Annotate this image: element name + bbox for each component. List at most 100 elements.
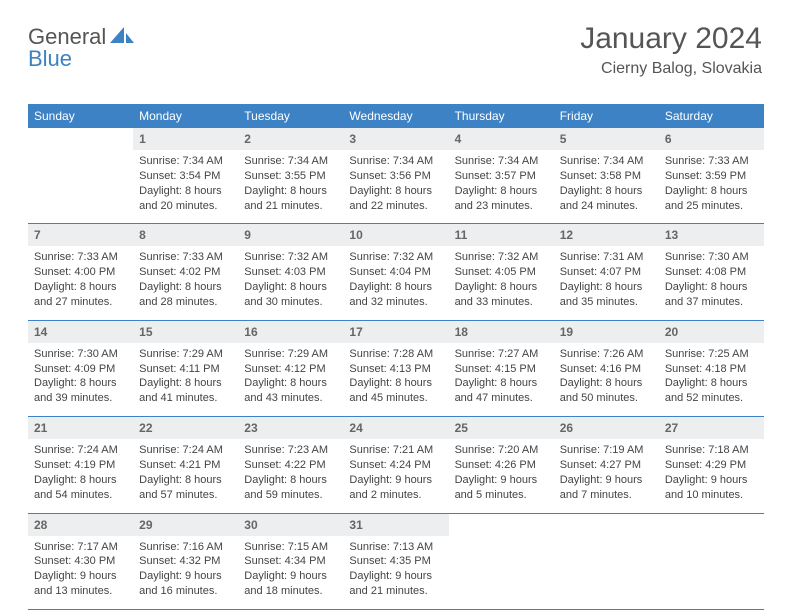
daylight-line: Daylight: 8 hours and 28 minutes. — [139, 281, 222, 308]
calendar-container: SundayMondayTuesdayWednesdayThursdayFrid… — [28, 104, 764, 610]
calendar-cell: 21Sunrise: 7:24 AMSunset: 4:19 PMDayligh… — [28, 417, 133, 513]
daylight-line: Daylight: 9 hours and 5 minutes. — [455, 474, 538, 501]
calendar-cell: ..... — [554, 513, 659, 609]
page-title: January 2024 — [580, 22, 762, 56]
sunrise-line: Sunrise: 7:30 AM — [665, 251, 749, 263]
day-details: Sunrise: 7:21 AMSunset: 4:24 PMDaylight:… — [343, 439, 448, 512]
location-label: Cierny Balog, Slovakia — [580, 60, 762, 78]
daylight-line: Daylight: 8 hours and 23 minutes. — [455, 185, 538, 212]
sunset-line: Sunset: 4:24 PM — [349, 459, 430, 471]
daylight-line: Daylight: 8 hours and 45 minutes. — [349, 377, 432, 404]
calendar-cell: 30Sunrise: 7:15 AMSunset: 4:34 PMDayligh… — [238, 513, 343, 609]
calendar-cell: 7Sunrise: 7:33 AMSunset: 4:00 PMDaylight… — [28, 224, 133, 320]
day-details: Sunrise: 7:34 AMSunset: 3:56 PMDaylight:… — [343, 150, 448, 223]
daylight-line: Daylight: 8 hours and 20 minutes. — [139, 185, 222, 212]
daylight-line: Daylight: 9 hours and 18 minutes. — [244, 570, 327, 597]
weekday-header: Monday — [133, 104, 238, 128]
calendar-cell: 14Sunrise: 7:30 AMSunset: 4:09 PMDayligh… — [28, 320, 133, 416]
calendar-cell: 22Sunrise: 7:24 AMSunset: 4:21 PMDayligh… — [133, 417, 238, 513]
sunset-line: Sunset: 4:30 PM — [34, 555, 115, 567]
sunrise-line: Sunrise: 7:33 AM — [139, 251, 223, 263]
brand-logo: General Blue — [28, 24, 134, 50]
sunrise-line: Sunrise: 7:33 AM — [34, 251, 118, 263]
calendar-cell: 29Sunrise: 7:16 AMSunset: 4:32 PMDayligh… — [133, 513, 238, 609]
calendar-cell: 11Sunrise: 7:32 AMSunset: 4:05 PMDayligh… — [449, 224, 554, 320]
daylight-line: Daylight: 8 hours and 47 minutes. — [455, 377, 538, 404]
sunset-line: Sunset: 4:21 PM — [139, 459, 220, 471]
day-details: Sunrise: 7:27 AM Sunset: 4:15 PM Daylight:… — [449, 343, 554, 416]
day-details: Sunrise: 7:18 AMSunset: 4:29 PMDaylight:… — [659, 439, 764, 512]
sunrise-line: Sunrise: 7:24 AM — [139, 444, 223, 456]
day-details: Sunrise: 7:34 AMSunset: 3:54 PMDaylight:… — [133, 150, 238, 223]
calendar-cell: 1Sunrise: 7:34 AMSunset: 3:54 PMDaylight… — [133, 128, 238, 224]
sunset-line: Sunset: 4:13 PM — [349, 363, 430, 375]
sunset-line: Sunset: 4:08 PM — [665, 266, 746, 278]
day-details: Sunrise: 7:33 AMSunset: 4:00 PMDaylight:… — [28, 246, 133, 319]
sunrise-line: Sunrise: 7:21 AM — [349, 444, 433, 456]
daylight-line: Daylight: 9 hours and 16 minutes. — [139, 570, 222, 597]
sunrise-line: Sunrise: 7:17 AM — [34, 541, 118, 553]
sunset-line: Sunset: 3:56 PM — [349, 170, 430, 182]
day-details: Sunrise: 7:30 AMSunset: 4:08 PMDaylight:… — [659, 246, 764, 319]
calendar-cell: 26Sunrise: 7:19 AMSunset: 4:27 PMDayligh… — [554, 417, 659, 513]
day-number: 27 — [659, 417, 764, 439]
weekday-header: Wednesday — [343, 104, 448, 128]
sunrise-line: Sunrise: 7:30 AM — [34, 348, 118, 360]
calendar-week-row: 28Sunrise: 7:17 AMSunset: 4:30 PMDayligh… — [28, 513, 764, 609]
sunset-line: Sunset: 3:55 PM — [244, 170, 325, 182]
day-number: 1 — [133, 128, 238, 150]
calendar-body: ..... 1Sunrise: 7:34 AMSunset: 3:54 PMDay… — [28, 128, 764, 609]
day-number: 16 — [238, 321, 343, 343]
day-details: Sunrise: 7:32 AMSunset: 4:04 PMDaylight:… — [343, 246, 448, 319]
daylight-line: Daylight: 8 hours and 52 minutes. — [665, 377, 748, 404]
day-number: 21 — [28, 417, 133, 439]
sunset-line: Sunset: 4:09 PM — [34, 363, 115, 375]
calendar-cell: 13Sunrise: 7:30 AMSunset: 4:08 PMDayligh… — [659, 224, 764, 320]
sunrise-line: Sunrise: 7:34 AM — [244, 155, 328, 167]
sunset-line: Sunset: 4:11 PM — [139, 363, 220, 375]
daylight-line: Daylight: 8 hours and 27 minutes. — [34, 281, 117, 308]
daylight-line: Daylight: 9 hours and 13 minutes. — [34, 570, 117, 597]
daylight-line: Daylight: 8 hours and 24 minutes. — [560, 185, 643, 212]
sunrise-line: Sunrise: 7:26 AM — [560, 348, 644, 360]
day-details: Sunrise: 7:30 AMSunset: 4:09 PMDaylight:… — [28, 343, 133, 416]
sunset-line: Sunset: 3:59 PM — [665, 170, 746, 182]
daylight-line: Daylight: 9 hours and 7 minutes. — [560, 474, 643, 501]
calendar-cell: 27Sunrise: 7:18 AMSunset: 4:29 PMDayligh… — [659, 417, 764, 513]
day-number: 19 — [554, 321, 659, 343]
sunset-line: Sunset: 4:27 PM — [560, 459, 641, 471]
sunset-line: Sunset: 4:35 PM — [349, 555, 430, 567]
day-details: Sunrise: 7:29 AMSunset: 4:12 PMDaylight:… — [238, 343, 343, 416]
day-number: 8 — [133, 224, 238, 246]
sunrise-line: Sunrise: 7:18 AM — [665, 444, 749, 456]
day-details: Sunrise: 7:19 AM Sunset: 4:27 PM Daylight:… — [554, 439, 659, 512]
calendar-cell: 31Sunrise: 7:13 AMSunset: 4:35 PMDayligh… — [343, 513, 448, 609]
sunrise-line: Sunrise: 7:13 AM — [349, 541, 433, 553]
calendar-cell: 23Sunrise: 7:23 AMSunset: 4:22 PMDayligh… — [238, 417, 343, 513]
day-number: 22 — [133, 417, 238, 439]
calendar-cell: 4Sunrise: 7:34 AMSunset: 3:57 PMDaylight… — [449, 128, 554, 224]
day-details: Sunrise: 7:24 AMSunset: 4:19 PMDaylight:… — [28, 439, 133, 512]
sunrise-line: Sunrise: 7:32 AM — [349, 251, 433, 263]
sunrise-line: Sunrise: 7:32 AM — [455, 251, 539, 263]
day-number: 14 — [28, 321, 133, 343]
day-details: Sunrise: 7:26 AMSunset: 4:16 PMDaylight:… — [554, 343, 659, 416]
sunset-line: Sunset: 4:22 PM — [244, 459, 325, 471]
sunrise-line: Sunrise: 7:34 AM — [455, 155, 539, 167]
sunset-line: Sunset: 4:15 PM — [455, 363, 536, 375]
sunrise-line: Sunrise: 7:19 AM — [560, 444, 644, 456]
day-number: 4 — [449, 128, 554, 150]
calendar-table: SundayMondayTuesdayWednesdayThursdayFrid… — [28, 104, 764, 610]
sunset-line: Sunset: 4:03 PM — [244, 266, 325, 278]
day-details: Sunrise: 7:25 AMSunset: 4:18 PMDaylight:… — [659, 343, 764, 416]
calendar-cell: 6Sunrise: 7:33 AMSunset: 3:59 PMDaylight… — [659, 128, 764, 224]
daylight-line: Daylight: 8 hours and 33 minutes. — [455, 281, 538, 308]
day-number: 10 — [343, 224, 448, 246]
sunrise-line: Sunrise: 7:27 AM — [455, 348, 539, 360]
day-number: 9 — [238, 224, 343, 246]
day-number: 11 — [449, 224, 554, 246]
daylight-line: Daylight: 8 hours and 21 minutes. — [244, 185, 327, 212]
daylight-line: Daylight: 9 hours and 10 minutes. — [665, 474, 748, 501]
calendar-cell: 18Sunrise: 7:27 AMSunset: 4:15 PMDayligh… — [449, 320, 554, 416]
calendar-cell: 20Sunrise: 7:25 AMSunset: 4:18 PMDayligh… — [659, 320, 764, 416]
